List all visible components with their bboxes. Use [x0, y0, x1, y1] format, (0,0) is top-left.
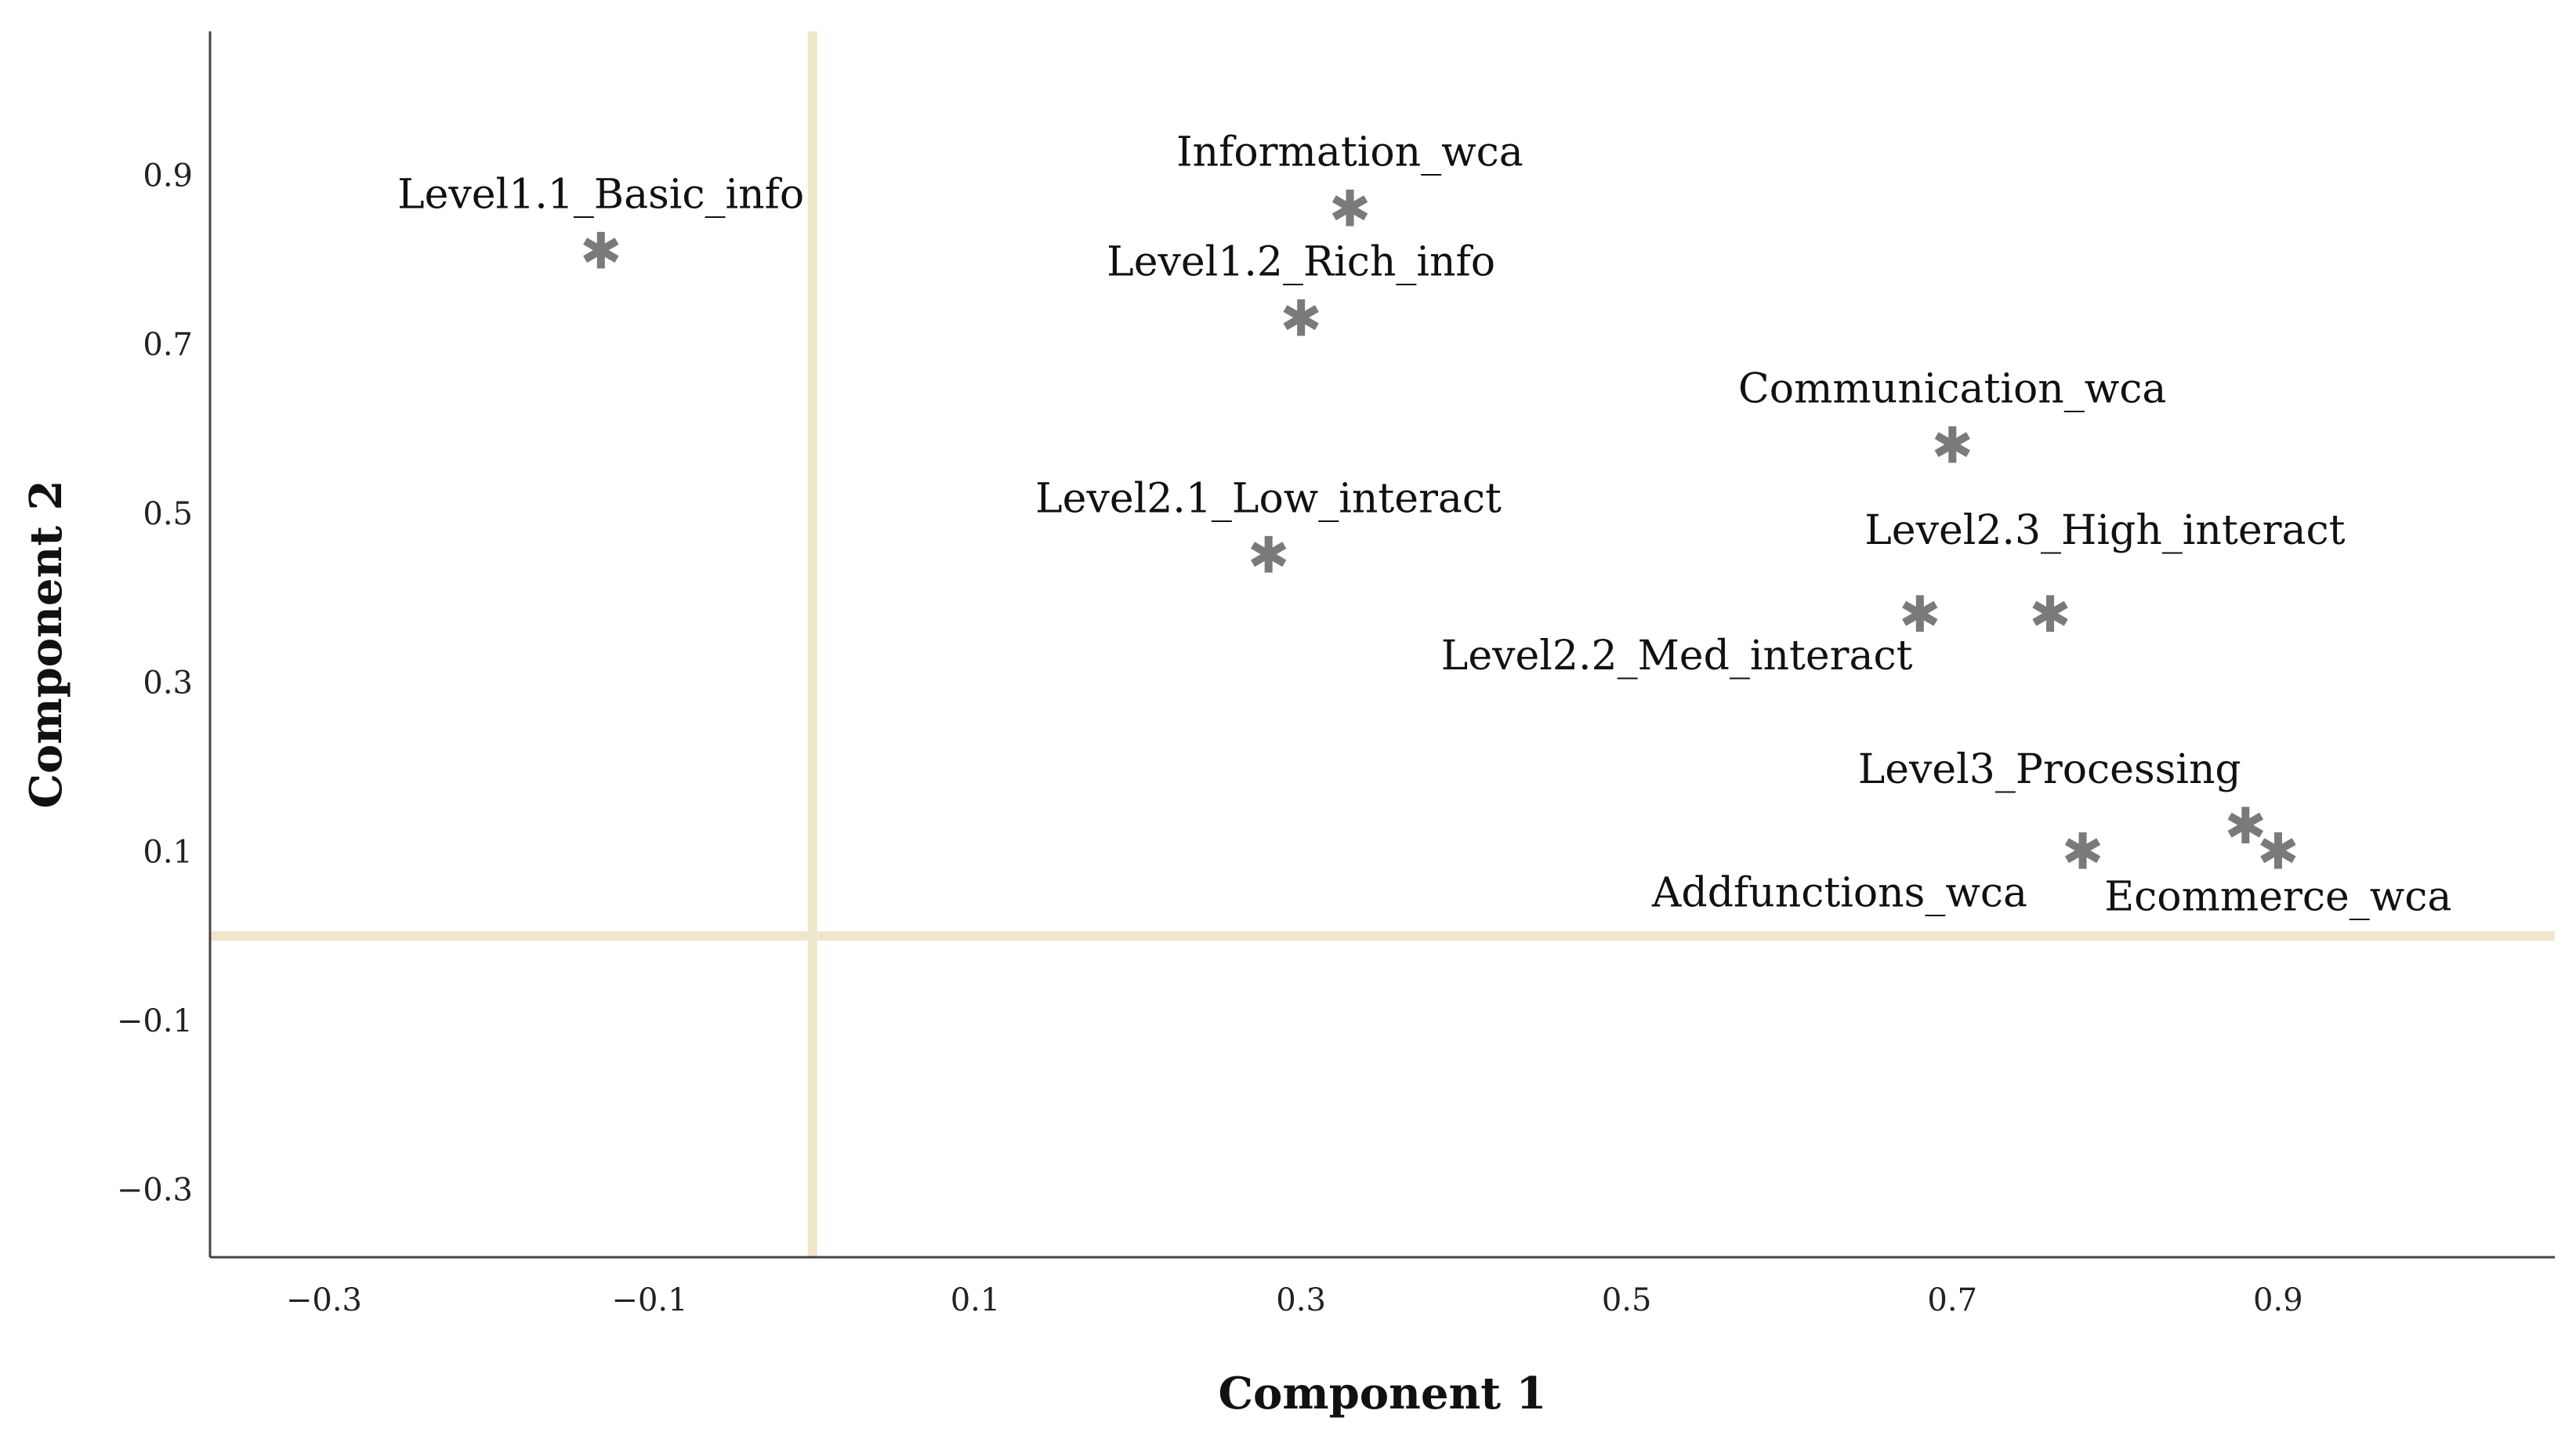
data-point-label: Level1.1_Basic_info	[397, 171, 804, 218]
data-point-label: Communication_wca	[1738, 366, 2166, 413]
reference-lines	[210, 31, 2555, 1257]
data-point-label: Information_wca	[1176, 129, 1523, 176]
y-tick-labels: −0.3 −0.1 0.1 0.3 0.5 0.7 0.9	[117, 158, 193, 1208]
y-tick-label: 0.9	[143, 158, 193, 194]
data-point-label: Ecommerce_wca	[2104, 873, 2451, 920]
data-point-label: Level2.1_Low_interact	[1035, 476, 1502, 523]
data-point-marker: ✱	[1329, 181, 1371, 239]
data-point-label: Level2.2_Med_interact	[1441, 633, 1913, 680]
data-point-marker: ✱	[1248, 527, 1290, 585]
y-axis-title: Component 2	[20, 480, 72, 808]
data-point-label: Level1.2_Rich_info	[1107, 239, 1495, 286]
x-axis-title: Component 1	[1218, 1368, 1546, 1419]
x-tick-label: 0.5	[1602, 1282, 1652, 1318]
x-tick-label: 0.3	[1276, 1282, 1326, 1318]
data-point-marker: ✱	[2029, 586, 2071, 644]
y-tick-label: 0.5	[143, 496, 193, 532]
y-tick-label: −0.3	[117, 1173, 193, 1209]
axes	[208, 31, 2555, 1259]
data-point-marker: ✱	[1280, 291, 1322, 349]
x-tick-label: −0.3	[286, 1282, 362, 1318]
data-point-label: Level2.3_High_interact	[1864, 507, 2345, 554]
x-tick-label: −0.1	[611, 1282, 687, 1318]
x-tick-label: 0.7	[1927, 1282, 1977, 1318]
data-point-marker: ✱	[580, 223, 622, 281]
y-tick-label: 0.1	[143, 834, 193, 870]
x-tick-labels: −0.3 −0.1 0.1 0.3 0.5 0.7 0.9	[286, 1282, 2303, 1318]
data-point-marker: ✱	[1931, 418, 1973, 476]
data-point-marker: ✱	[2224, 798, 2266, 856]
data-points: ✱Level1.1_Basic_info ✱Information_wca✱Lev…	[397, 129, 2451, 921]
data-point-marker: ✱	[1899, 586, 1941, 644]
data-point-marker: ✱	[2062, 823, 2104, 881]
data-point-label: Addfunctions_wca	[1651, 869, 2027, 916]
y-tick-label: 0.7	[143, 327, 193, 363]
x-tick-label: 0.1	[951, 1282, 1001, 1318]
y-tick-label: −0.1	[117, 1003, 193, 1039]
data-point-label: Level3_Processing	[1858, 746, 2241, 793]
data-point-marker: ✱	[2257, 823, 2299, 881]
y-tick-label: 0.3	[143, 665, 193, 701]
x-tick-label: 0.9	[2253, 1282, 2303, 1318]
